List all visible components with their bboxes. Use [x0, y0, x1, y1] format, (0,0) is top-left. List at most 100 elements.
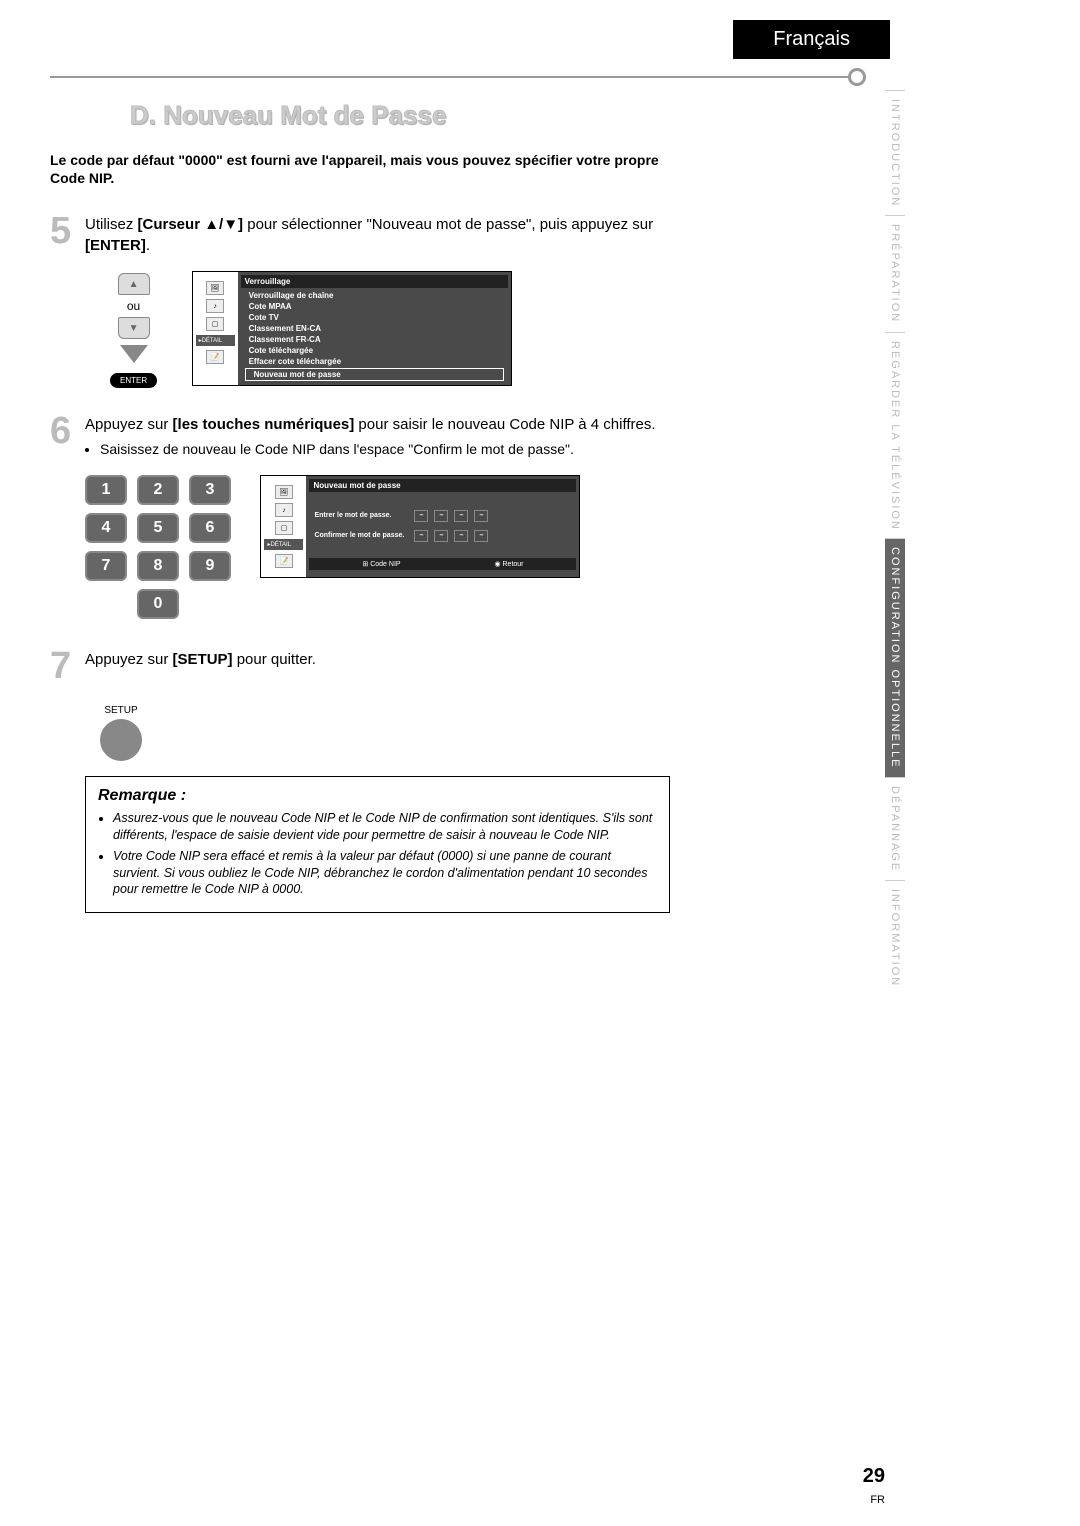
osd-item: Cote téléchargée: [241, 345, 508, 356]
footer-code: ⊞ Code NIP: [362, 560, 400, 568]
tab-information: INFORMATION: [885, 880, 905, 995]
up-button: ▲: [118, 273, 150, 295]
osd-left-icons: 🖼 ♪ ▢ ▸DÉTAIL 📝: [261, 476, 306, 577]
text: pour sélectionner "Nouveau mot de passe"…: [243, 216, 653, 233]
note-box: Remarque : Assurez-vous que le nouveau C…: [85, 776, 670, 913]
step-body: Appuyez sur [les touches numériques] pou…: [85, 412, 670, 460]
text-bold: [Curseur ▲/▼]: [138, 216, 244, 233]
page-language: FR: [870, 1494, 885, 1506]
picture-icon: 🖼: [275, 485, 293, 499]
footer-back: ◉ Retour: [494, 560, 523, 568]
step6-graphics: 1 2 3 4 5 6 7 8 9 0 🖼 ♪: [85, 475, 670, 627]
language-tab: Français: [733, 20, 890, 59]
header-rule: [50, 76, 860, 78]
key-6: 6: [189, 513, 231, 543]
text: Utilisez: [85, 216, 138, 233]
setup-label: SETUP: [100, 705, 142, 716]
osd-title: Verrouillage: [241, 275, 508, 288]
tab-optional-config: CONFIGURATION OPTIONNELLE: [885, 538, 905, 777]
step5-graphics: ▲ ou ▼ ENTER 🖼 ♪ ▢ ▸DÉTAIL 📝 Verrouillag…: [85, 271, 670, 392]
step-body: Utilisez [Curseur ▲/▼] pour sélectionner…: [85, 212, 670, 256]
key-3: 3: [189, 475, 231, 505]
setup-button-graphic: SETUP: [100, 705, 142, 761]
header-dot: [848, 68, 866, 86]
pin-digit: –: [414, 510, 428, 522]
enter-pin-row: Entrer le mot de passe. – – – –: [314, 510, 571, 522]
section-title: D. Nouveau Mot de Passe: [130, 100, 670, 131]
numeric-keypad: 1 2 3 4 5 6 7 8 9 0: [85, 475, 231, 627]
detail-label: ▸DÉTAIL: [196, 335, 235, 346]
step-7: 7 Appuyez sur [SETUP] pour quitter.: [50, 647, 670, 685]
step-number: 6: [50, 412, 85, 460]
remote-cursor: ▲ ou ▼ ENTER: [110, 271, 157, 392]
key-5: 5: [137, 513, 179, 543]
setup-icon: 📝: [275, 554, 293, 568]
step-6: 6 Appuyez sur [les touches numériques] p…: [50, 412, 670, 460]
osd-item: Classement FR-CA: [241, 334, 508, 345]
text: pour quitter.: [233, 651, 316, 668]
side-navigation: INTRODUCTION PRÉPARATION REGARDER LA TÉL…: [885, 90, 905, 995]
text: Appuyez sur: [85, 651, 173, 668]
pin-digit: –: [434, 510, 448, 522]
setup-icon: 📝: [206, 350, 224, 364]
key-8: 8: [137, 551, 179, 581]
enter-button: ENTER: [110, 373, 157, 388]
tab-introduction: INTRODUCTION: [885, 90, 905, 215]
osd-pin-entry: 🖼 ♪ ▢ ▸DÉTAIL 📝 Nouveau mot de passe Ent…: [260, 475, 580, 578]
screen-icon: ▢: [206, 317, 224, 331]
field-label: Confirmer le mot de passe.: [314, 532, 414, 539]
page-number: 29: [863, 1465, 885, 1488]
detail-label: ▸DÉTAIL: [264, 539, 303, 550]
tab-watching-tv: REGARDER LA TÉLÉVISION: [885, 332, 905, 539]
text-bold: [ENTER]: [85, 237, 146, 254]
sound-icon: ♪: [275, 503, 293, 517]
key-0: 0: [137, 589, 179, 619]
osd-item: Effacer cote téléchargée: [241, 356, 508, 367]
intro-text: Le code par défaut "0000" est fourni ave…: [50, 151, 670, 187]
osd-item: Cote TV: [241, 312, 508, 323]
text-bold: [SETUP]: [173, 651, 233, 668]
screen-icon: ▢: [275, 521, 293, 535]
pin-digit: –: [474, 510, 488, 522]
picture-icon: 🖼: [206, 281, 224, 295]
text: .: [146, 237, 150, 254]
arrow-icon: [120, 345, 148, 363]
key-9: 9: [189, 551, 231, 581]
note-title: Remarque :: [98, 787, 657, 805]
key-4: 4: [85, 513, 127, 543]
note-item: Votre Code NIP sera effacé et remis à la…: [113, 848, 657, 899]
field-label: Entrer le mot de passe.: [314, 512, 414, 519]
key-2: 2: [137, 475, 179, 505]
osd-item: Classement EN-CA: [241, 323, 508, 334]
osd-footer: ⊞ Code NIP ◉ Retour: [309, 558, 576, 570]
step-body: Appuyez sur [SETUP] pour quitter.: [85, 647, 670, 685]
text: pour saisir le nouveau Code NIP à 4 chif…: [354, 416, 655, 433]
osd-title: Nouveau mot de passe: [309, 479, 576, 492]
osd-left-icons: 🖼 ♪ ▢ ▸DÉTAIL 📝: [193, 272, 238, 385]
pin-digit: –: [414, 530, 428, 542]
down-button: ▼: [118, 317, 150, 339]
step-number: 5: [50, 212, 85, 256]
text-bold: [les touches numériques]: [173, 416, 355, 433]
step-5: 5 Utilisez [Curseur ▲/▼] pour sélectionn…: [50, 212, 670, 256]
bullet: Saisissez de nouveau le Code NIP dans l'…: [100, 440, 670, 460]
key-7: 7: [85, 551, 127, 581]
text: Appuyez sur: [85, 416, 173, 433]
osd-right: Verrouillage Verrouillage de chaîne Cote…: [238, 272, 511, 385]
osd-item: Verrouillage de chaîne: [241, 290, 508, 301]
tab-preparation: PRÉPARATION: [885, 215, 905, 331]
osd-item-selected: Nouveau mot de passe: [245, 368, 504, 381]
or-label: ou: [110, 299, 157, 313]
osd-item: Cote MPAA: [241, 301, 508, 312]
osd-right: Nouveau mot de passe Entrer le mot de pa…: [306, 476, 579, 577]
confirm-pin-row: Confirmer le mot de passe. – – – –: [314, 530, 571, 542]
pin-digit: –: [454, 530, 468, 542]
pin-digit: –: [434, 530, 448, 542]
step-number: 7: [50, 647, 85, 685]
key-1: 1: [85, 475, 127, 505]
pin-digit: –: [474, 530, 488, 542]
pin-digit: –: [454, 510, 468, 522]
sound-icon: ♪: [206, 299, 224, 313]
tab-troubleshooting: DÉPANNAGE: [885, 777, 905, 880]
main-content: D. Nouveau Mot de Passe Le code par défa…: [50, 100, 670, 913]
